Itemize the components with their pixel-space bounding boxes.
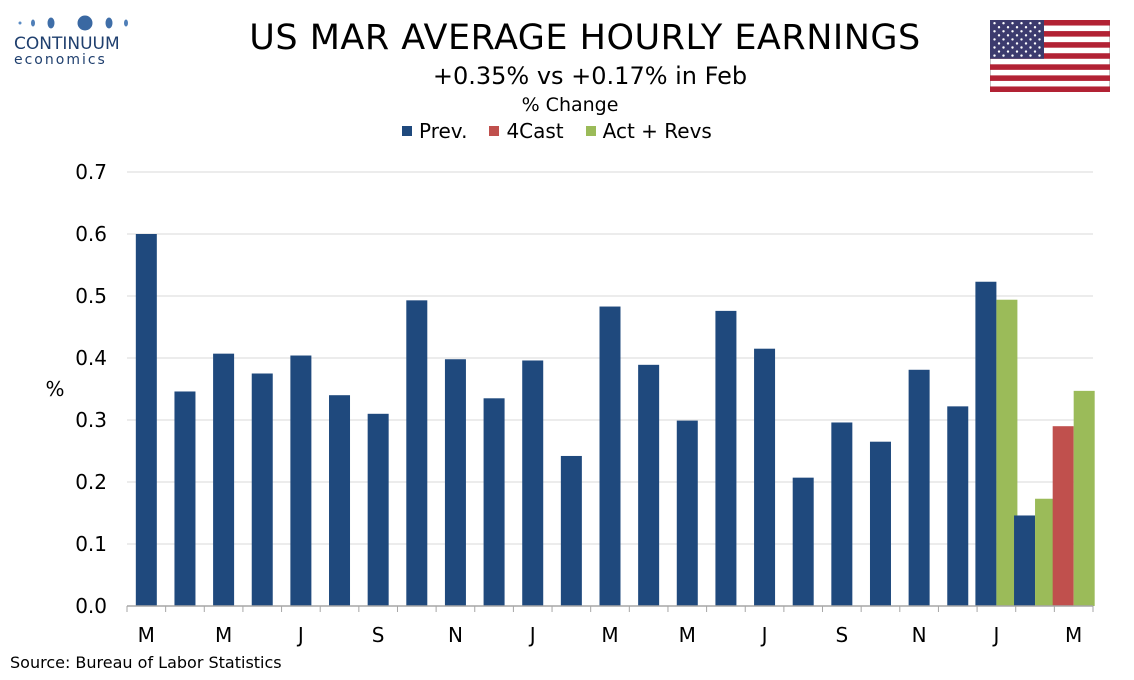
bar-prev: [213, 353, 235, 606]
y-tick-label: 0.7: [75, 160, 107, 184]
y-tick-label: 0.5: [75, 284, 107, 308]
bar-prev: [367, 413, 389, 606]
logo-name: CONTINUUM: [14, 34, 120, 54]
bar-prev: [869, 441, 891, 606]
bar-actual: [1035, 498, 1057, 606]
y-tick-label: 0.2: [75, 470, 107, 494]
bar-prev: [406, 300, 428, 606]
x-tick-label: M: [1065, 623, 1082, 647]
x-tick-label: M: [601, 623, 618, 647]
bar-prev: [329, 395, 351, 606]
x-tick-label: J: [296, 623, 304, 647]
legend-label-4cast: 4Cast: [506, 119, 564, 143]
legend-swatch-4cast: [489, 126, 500, 136]
bar-prev: [560, 455, 582, 606]
bar-prev: [908, 369, 930, 606]
x-tick-label: J: [991, 623, 999, 647]
y-tick-label: 0.4: [75, 346, 107, 370]
bar-prev: [831, 422, 853, 606]
x-tick-label: M: [679, 623, 696, 647]
bar-prev: [174, 391, 196, 606]
y-tick-label: 0.3: [75, 408, 107, 432]
x-tick-label: S: [835, 623, 848, 647]
bar-prev: [676, 420, 698, 606]
bar-prev: [754, 348, 776, 606]
chart-title: US MAR AVERAGE HOURLY EARNINGS: [249, 18, 921, 58]
logo-dots-icon: [14, 14, 144, 32]
bar-prev: [135, 234, 157, 606]
us-flag-icon: [989, 19, 1111, 93]
x-tick-label: N: [448, 623, 463, 647]
y-tick-label: 0.1: [75, 532, 107, 556]
x-tick-label: S: [372, 623, 385, 647]
x-tick-label: N: [912, 623, 927, 647]
bar-actual: [1073, 390, 1095, 606]
bar-prev: [522, 360, 544, 606]
bar-prev: [483, 398, 505, 606]
y-tick-label: 0.0: [75, 594, 107, 618]
legend-item-actual: Act + Revs: [585, 119, 712, 143]
legend-swatch-actual: [585, 126, 596, 136]
bar-prev: [1014, 515, 1036, 606]
bar-4cast: [1052, 426, 1074, 606]
unit-label: % Change: [521, 94, 619, 116]
bar-prev: [715, 310, 737, 606]
legend-label-actual: Act + Revs: [602, 119, 712, 143]
x-tick-label: J: [760, 623, 768, 647]
logo-subname: economics: [14, 52, 107, 68]
bar-prev: [638, 364, 660, 606]
y-tick-labels: 0.0 0.1 0.2 0.3 0.4 0.5 0.6 0.7: [75, 160, 107, 618]
x-tick-label: J: [528, 623, 536, 647]
bar-prev: [444, 359, 466, 606]
legend: Prev. 4Cast Act + Revs: [402, 119, 734, 143]
y-tick-label: 0.6: [75, 222, 107, 246]
bar-prev: [947, 406, 969, 606]
bar-prev: [792, 477, 814, 606]
legend-label-prev: Prev.: [419, 119, 468, 143]
bar-prev: [599, 306, 621, 606]
bar-actual: [996, 299, 1018, 606]
bar-prev: [251, 373, 273, 606]
bar-prev: [975, 281, 997, 606]
bars: [135, 234, 1095, 606]
continuum-logo: CONTINUUM economics: [14, 14, 144, 68]
bar-prev: [290, 355, 312, 606]
x-tick-label: M: [215, 623, 232, 647]
y-axis-label: %: [45, 377, 64, 401]
legend-swatch-prev: [402, 126, 412, 136]
source-note: Source: Bureau of Labor Statistics: [10, 653, 282, 672]
legend-item-4cast: 4Cast: [489, 119, 564, 143]
x-tick-label: M: [138, 623, 155, 647]
legend-item-prev: Prev.: [402, 119, 467, 143]
chart-subtitle: +0.35% vs +0.17% in Feb: [432, 62, 748, 90]
